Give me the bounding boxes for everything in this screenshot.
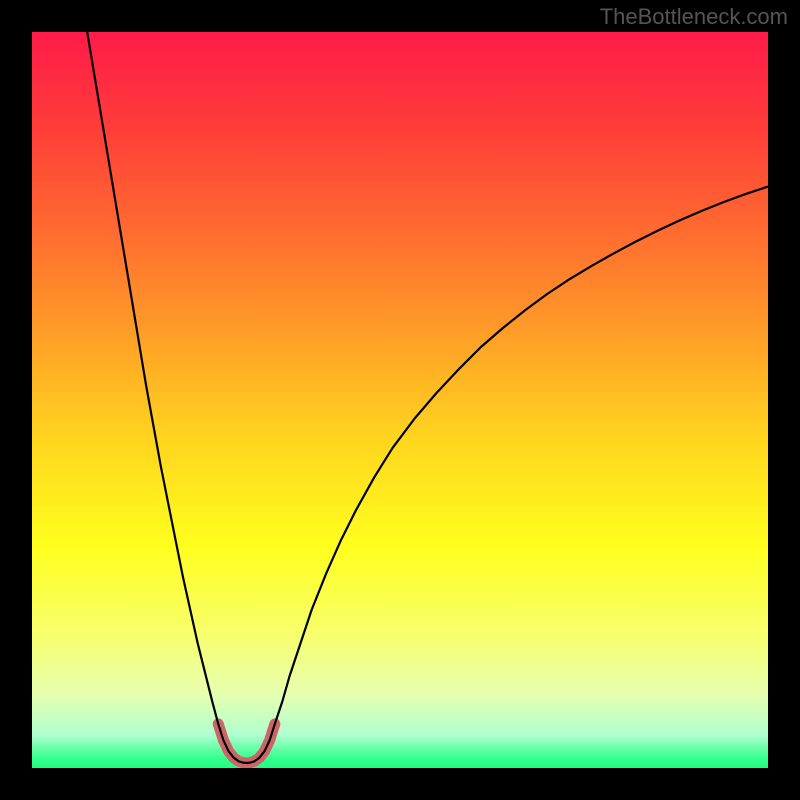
curve-layer	[32, 32, 768, 768]
highlight-curve	[218, 724, 275, 763]
main-curve	[87, 32, 768, 763]
chart-frame: TheBottleneck.com	[0, 0, 800, 800]
plot-area	[32, 32, 768, 768]
watermark-text: TheBottleneck.com	[600, 4, 788, 30]
